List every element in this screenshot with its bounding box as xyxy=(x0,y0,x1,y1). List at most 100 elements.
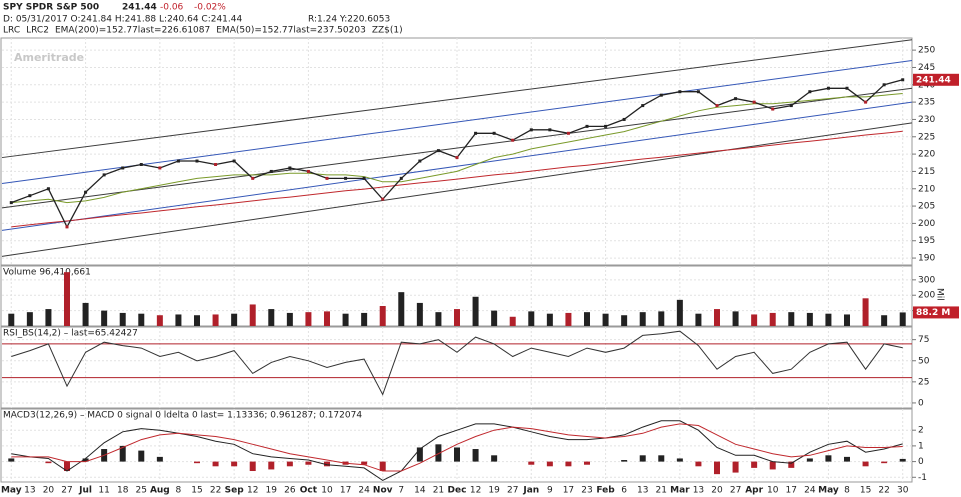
histogram-bar xyxy=(676,458,683,462)
price-bar xyxy=(9,201,13,205)
price-bar xyxy=(158,166,162,170)
price-bar xyxy=(566,131,570,135)
x-tick-label: 6 xyxy=(621,486,627,496)
legend-entry: LRC xyxy=(3,26,20,36)
price-bar xyxy=(641,104,645,108)
price-bar xyxy=(269,169,273,173)
price-bar xyxy=(362,176,366,180)
x-tick-label: 21 xyxy=(433,486,444,496)
x-tick-label: 12 xyxy=(470,486,481,496)
histogram-bar xyxy=(881,461,888,464)
x-tick-label: 8 xyxy=(844,486,850,496)
x-tick-label: Jul xyxy=(78,486,92,496)
x-tick-label: 7 xyxy=(398,486,404,496)
histogram-bar xyxy=(268,461,275,470)
histogram-bar xyxy=(45,461,52,464)
volume-bar xyxy=(156,315,163,326)
histogram-bar xyxy=(862,461,869,467)
price-bar xyxy=(121,166,125,170)
histogram-bar xyxy=(528,461,535,465)
price-bar xyxy=(399,176,403,180)
x-tick-label: Nov xyxy=(373,486,393,496)
rsi-line xyxy=(11,330,903,396)
panel-title: Volume 96,410,661 xyxy=(3,268,91,278)
volume-bar xyxy=(175,314,182,326)
volume-bar xyxy=(621,315,628,326)
volume-bar xyxy=(528,311,535,326)
price-bar xyxy=(195,159,199,163)
x-tick-label: Apr xyxy=(745,486,763,496)
histogram-bar xyxy=(305,461,312,465)
volume-bar xyxy=(676,299,683,326)
x-tick-label: 27 xyxy=(730,486,741,496)
price-bar xyxy=(622,117,626,121)
x-tick-label: 22 xyxy=(878,486,889,496)
histogram-bar xyxy=(119,445,126,462)
y-tick-label: 300 xyxy=(918,275,935,285)
y-tick-label: 235 xyxy=(918,98,935,108)
volume-bar xyxy=(769,312,776,326)
histogram-bar xyxy=(825,455,832,462)
histogram-bar xyxy=(454,447,460,462)
histogram-bar xyxy=(435,444,442,462)
legend-entry: LRC2 xyxy=(26,26,49,36)
x-tick-label: Feb xyxy=(596,486,615,496)
price-bar xyxy=(492,131,496,135)
ema-line xyxy=(11,130,903,228)
x-tick-label: 11 xyxy=(98,486,109,496)
x-tick-label: Dec xyxy=(448,486,467,496)
last-price: 241.44 xyxy=(122,3,157,13)
price-bar xyxy=(548,128,552,132)
x-tick-label: 24 xyxy=(358,486,370,496)
price-bar xyxy=(325,176,329,180)
x-tick-label: 13 xyxy=(693,486,704,496)
legend-entry: ZZ$(1) xyxy=(372,26,403,36)
macd-line xyxy=(11,423,903,472)
volume-bar xyxy=(509,316,516,326)
volume-bar xyxy=(26,312,33,326)
regression-line xyxy=(1,101,913,231)
price-change-pct: -0.02% xyxy=(194,3,226,13)
y-tick-label: 205 xyxy=(918,202,935,212)
price-bar xyxy=(882,83,886,87)
histogram-bar xyxy=(249,461,256,472)
x-tick-label: 10 xyxy=(321,486,333,496)
price-bar xyxy=(864,100,868,104)
volume-bar xyxy=(881,315,888,326)
x-tick-label: 14 xyxy=(414,486,426,496)
y-tick-label: 25 xyxy=(918,377,929,387)
legend: LRC LRC2 EMA(200)=152.77last=226.61087 EMA(… xyxy=(3,26,403,36)
price-change: -0.06 xyxy=(160,3,184,13)
histogram-bar xyxy=(714,461,720,475)
price-bar xyxy=(474,131,478,135)
last-volume-tag xyxy=(913,306,959,319)
x-tick-label: 9 xyxy=(547,486,553,496)
y-tick-label: 220 xyxy=(918,150,935,160)
histogram-bar xyxy=(769,461,776,470)
volume-bar xyxy=(565,312,572,326)
y-tick-label: 2 xyxy=(918,426,924,436)
price-bar xyxy=(808,90,812,94)
volume-bar xyxy=(249,304,256,326)
price-bar xyxy=(845,86,849,90)
volume-bar xyxy=(119,312,126,326)
histogram-bar xyxy=(231,461,238,467)
volume-bar xyxy=(324,311,330,326)
volume-bar xyxy=(695,313,702,326)
histogram-bar xyxy=(788,461,795,468)
price-bar xyxy=(436,149,440,153)
regression-line xyxy=(1,39,913,159)
histogram-bar xyxy=(491,455,498,462)
volume-bar xyxy=(361,312,368,326)
price-bar xyxy=(529,128,533,132)
histogram-bar xyxy=(732,461,739,473)
volume-bar xyxy=(732,311,739,326)
volume-bar xyxy=(546,313,553,326)
price-bar xyxy=(306,169,310,173)
panel-title: RSI_BS(14,2) – last=65.42427 xyxy=(3,329,138,339)
legend-entry: EMA(200)=152.77last=226.61087 xyxy=(55,26,210,36)
histogram-bar xyxy=(64,461,70,472)
volume-bar xyxy=(305,312,312,326)
volume-bar xyxy=(379,306,386,326)
